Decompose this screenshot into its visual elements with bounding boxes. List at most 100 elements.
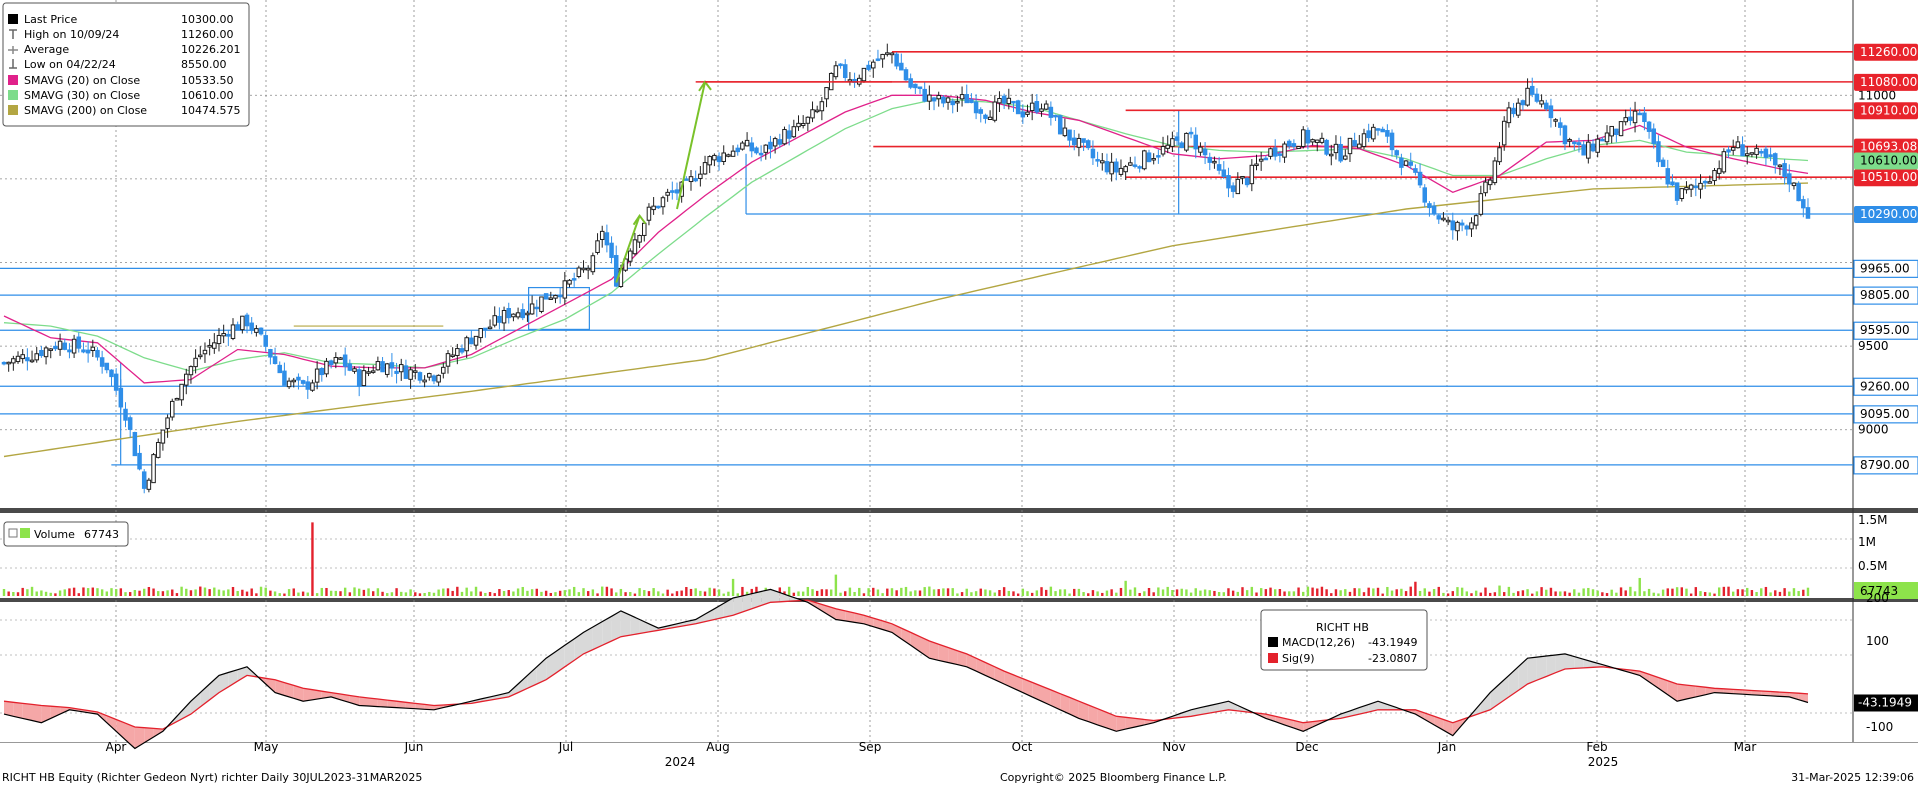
- support-tag-6-bg: [1854, 456, 1918, 474]
- candle-body: [1614, 128, 1619, 135]
- volume-bar: [1643, 591, 1646, 596]
- candle-body: [1548, 105, 1554, 119]
- volume-bar: [956, 593, 959, 596]
- volume-bar: [35, 591, 38, 596]
- candle-body: [1230, 185, 1236, 192]
- macd-fill: [106, 715, 117, 732]
- volume-bar: [1026, 591, 1029, 596]
- macd-fill: [527, 666, 537, 689]
- volume-bar: [311, 522, 314, 596]
- volume-bar: [1316, 588, 1319, 596]
- candle-body: [623, 258, 628, 271]
- macd-fill: [1518, 658, 1528, 691]
- candle-body: [1726, 149, 1731, 153]
- candle-body: [1118, 167, 1124, 175]
- candle-body: [885, 52, 890, 55]
- volume-bar: [830, 589, 833, 596]
- macd-fill: [1088, 705, 1098, 725]
- candle-body: [730, 150, 736, 157]
- volume-bar: [1783, 588, 1786, 596]
- candle-body: [394, 370, 399, 374]
- candle-body: [221, 333, 226, 337]
- collapse-icon[interactable]: [8, 528, 18, 538]
- macd-fill: [770, 589, 780, 603]
- volume-bar: [671, 593, 674, 596]
- macd-fill: [574, 632, 584, 661]
- macd-fill: [116, 719, 126, 740]
- volume-bar: [629, 591, 632, 596]
- candle-body: [1413, 168, 1418, 173]
- resistance-tag-3-bg: [1854, 138, 1918, 156]
- macd-fill: [396, 701, 406, 709]
- candle-body: [398, 364, 404, 373]
- legend-label-average: Average: [24, 43, 69, 56]
- volume-bar: [297, 592, 300, 596]
- macd-fill: [1761, 691, 1771, 696]
- volume-bar: [535, 588, 538, 596]
- volume-bar: [418, 593, 422, 596]
- candle-body: [1721, 151, 1727, 173]
- legend-label-sma20: SMAVG (20) on Close: [24, 74, 140, 87]
- volume-bar: [128, 592, 132, 596]
- volume-bar: [1755, 592, 1758, 596]
- volume-bar: [199, 586, 202, 596]
- volume-bar: [960, 592, 964, 596]
- volume-bar: [175, 593, 179, 596]
- candle-body: [1216, 164, 1222, 171]
- macd-fill: [611, 610, 621, 641]
- volume-bar: [507, 590, 510, 596]
- volume-bar: [1185, 589, 1188, 596]
- macd-fill: [1779, 692, 1790, 697]
- candle-body: [1071, 137, 1077, 146]
- macd-fill: [190, 692, 201, 715]
- candle-body: [1015, 100, 1021, 115]
- candle-body: [637, 235, 642, 243]
- volume-bar: [1498, 585, 1501, 596]
- candle-body: [1506, 107, 1512, 124]
- candle-body: [188, 366, 194, 376]
- volume-bar: [1138, 592, 1141, 596]
- candle-body: [903, 69, 909, 81]
- candle-body: [1128, 162, 1133, 166]
- volume-bar: [96, 588, 99, 596]
- volume-bar: [778, 587, 782, 596]
- volume-bar: [1797, 591, 1800, 596]
- candle-body: [768, 141, 773, 150]
- support-tag-outline-4: [1853, 377, 1918, 396]
- macd-fill: [1770, 691, 1780, 697]
- candle-body: [67, 349, 72, 353]
- volume-bar: [1465, 591, 1469, 596]
- volume-bar: [362, 589, 366, 596]
- volume-bar: [741, 586, 744, 596]
- volume-bar: [1587, 587, 1590, 596]
- trend-arrowhead-0: [632, 213, 647, 226]
- candle-body: [1095, 159, 1100, 162]
- volume-bar: [549, 592, 553, 596]
- volume-bar: [301, 591, 305, 596]
- candle-body: [263, 335, 268, 347]
- month-label-may: May: [254, 740, 279, 754]
- candle-body: [1184, 132, 1189, 151]
- candle-body: [1637, 112, 1642, 116]
- macd-fill: [985, 662, 995, 680]
- candle-body: [184, 373, 189, 386]
- volume-bar: [1610, 589, 1613, 596]
- volume-bar: [591, 589, 595, 596]
- macd-line: [3, 588, 1809, 750]
- support-tag-6-text: 8790.00: [1860, 458, 1910, 472]
- candle-body: [758, 152, 764, 156]
- candle-body: [71, 338, 77, 354]
- candle-body: [1768, 154, 1773, 158]
- support-tag-4-text: 9260.00: [1860, 379, 1910, 393]
- volume-bar: [1493, 592, 1497, 596]
- macd-fill: [518, 675, 528, 693]
- legend-label-high: High on 10/09/24: [24, 28, 119, 41]
- sig-legend-label: Sig(9): [1282, 652, 1315, 665]
- candle-body: [1544, 102, 1549, 110]
- volume-bar: [1189, 592, 1193, 596]
- candle-body: [581, 267, 586, 271]
- volume-bar: [1582, 588, 1585, 596]
- macd-fill: [1022, 678, 1033, 697]
- volume-bar: [147, 587, 151, 596]
- macd-fill: [144, 727, 154, 743]
